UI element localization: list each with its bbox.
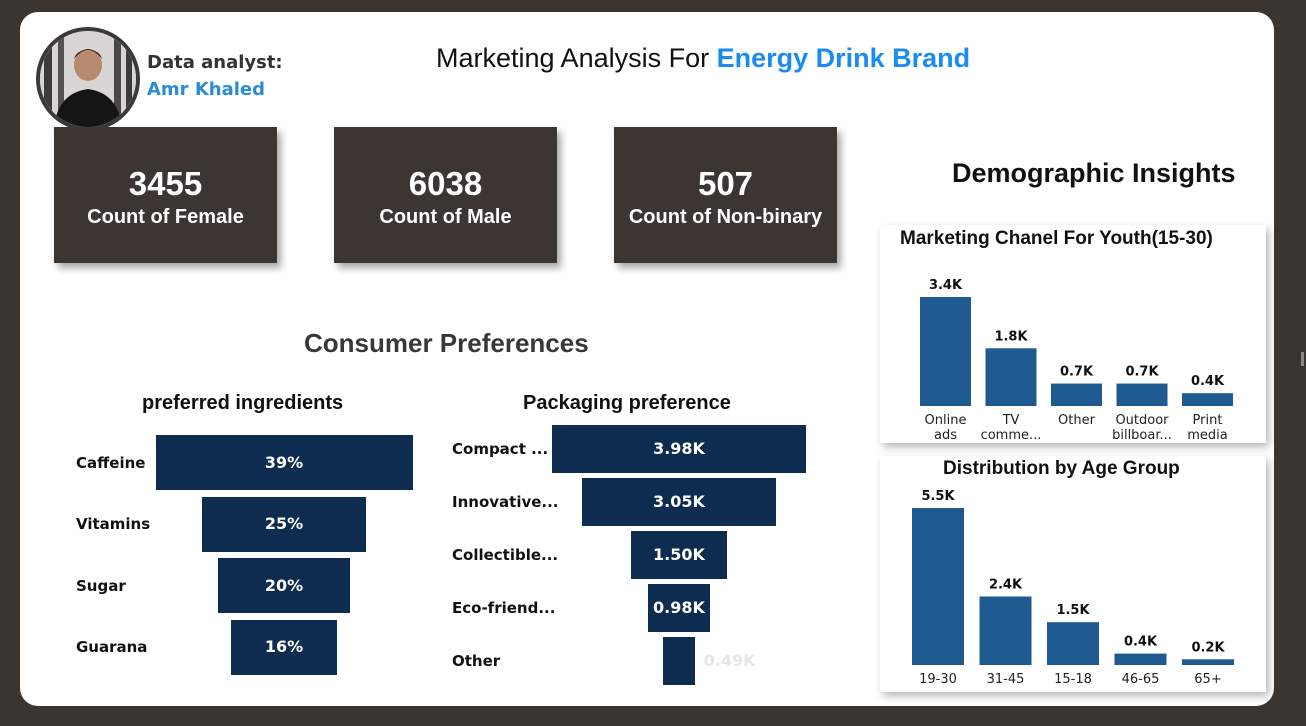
column-category-label: TV bbox=[1002, 413, 1020, 428]
kpi-label: Count of Male bbox=[379, 206, 512, 228]
packaging-chart-title: Packaging preference bbox=[523, 392, 731, 414]
column-category-label: ads bbox=[934, 428, 957, 443]
column-value-label: 0.7K bbox=[1060, 365, 1094, 380]
title-prefix: Marketing Analysis For bbox=[436, 43, 717, 73]
column-bar[interactable] bbox=[1051, 383, 1102, 406]
column-bar[interactable] bbox=[1116, 383, 1168, 406]
funnel-bar[interactable] bbox=[201, 496, 367, 552]
funnel-category-label: Caffeine bbox=[76, 453, 146, 472]
age-group-card: Distribution by Age Group 5.5K 19-30 2.4K 3… bbox=[880, 456, 1266, 692]
column-value-label: 1.8K bbox=[994, 329, 1028, 344]
marketing-channel-card: Marketing Chanel For Youth(15-30) 3.4K On… bbox=[880, 225, 1266, 443]
kpi-card-nonbinary: 507 Count of Non-binary bbox=[614, 127, 837, 263]
column-value-label: 0.4K bbox=[1191, 374, 1225, 389]
funnel-bar[interactable] bbox=[218, 558, 350, 613]
marketing-channel-title: Marketing Chanel For Youth(15-30) bbox=[900, 228, 1213, 249]
demographic-section-title: Demographic Insights bbox=[952, 158, 1236, 188]
column-bar[interactable] bbox=[979, 596, 1032, 665]
column-bar[interactable] bbox=[985, 348, 1037, 406]
column-bar[interactable] bbox=[1114, 653, 1167, 665]
column-category-label: 15-18 bbox=[1054, 672, 1092, 687]
funnel-category-label: Innovative... bbox=[452, 493, 559, 511]
funnel-bar[interactable] bbox=[647, 584, 711, 632]
ingredients-chart-title: preferred ingredients bbox=[142, 392, 344, 414]
age-group-chart: 5.5K 19-30 2.4K 31-45 1.5K 15-18 0.4K 46-65 0.2K… bbox=[912, 489, 1234, 687]
column-bar[interactable] bbox=[920, 297, 971, 406]
funnel-bar[interactable] bbox=[231, 619, 337, 675]
funnel-value-label: 39% bbox=[264, 452, 304, 472]
column-value-label: 5.5K bbox=[921, 489, 955, 504]
column-bar[interactable] bbox=[912, 508, 964, 665]
column-value-label: 1.5K bbox=[1056, 603, 1090, 618]
kpi-card-female: 3455 Count of Female bbox=[54, 127, 277, 263]
funnel-category-label: Sugar bbox=[76, 576, 126, 595]
funnel-bar[interactable] bbox=[663, 637, 695, 685]
funnel-value-label: 3.05K bbox=[653, 492, 705, 511]
funnel-category-label: Other bbox=[452, 652, 501, 670]
kpi-label: Count of Female bbox=[87, 206, 244, 228]
funnel-value-label: 3.98K bbox=[653, 439, 705, 458]
scroll-handle[interactable] bbox=[1301, 352, 1304, 366]
column-category-label: Outdoor bbox=[1115, 413, 1169, 428]
funnel-category-label: Vitamins bbox=[76, 515, 151, 533]
analyst-avatar bbox=[36, 27, 140, 131]
column-category-label: 31-45 bbox=[987, 672, 1025, 687]
column-category-label: 46-65 bbox=[1122, 672, 1160, 687]
page-title: Marketing Analysis For Energy Drink Bran… bbox=[436, 43, 970, 74]
column-category-label: Online bbox=[925, 413, 967, 428]
funnel-bar[interactable] bbox=[631, 531, 727, 579]
title-accent: Energy Drink Brand bbox=[716, 43, 971, 73]
kpi-value: 3455 bbox=[128, 165, 203, 202]
column-category-label: comme... bbox=[981, 428, 1042, 443]
column-bar[interactable] bbox=[1182, 393, 1233, 406]
column-value-label: 2.4K bbox=[989, 577, 1023, 592]
funnel-category-label: Guarana bbox=[76, 638, 148, 656]
funnel-value-label: 25% bbox=[264, 514, 304, 533]
dashboard-canvas: Data analyst: Amr Khaled Marketing Analy… bbox=[20, 12, 1274, 706]
analyst-name: Amr Khaled bbox=[147, 79, 266, 100]
kpi-label: Count of Non-binary bbox=[628, 206, 823, 228]
funnel-bar[interactable] bbox=[155, 435, 413, 490]
funnel-bar[interactable] bbox=[581, 478, 777, 526]
funnel-category-label: Collectible... bbox=[452, 546, 559, 564]
column-category-label: billboar... bbox=[1112, 428, 1172, 443]
funnel-value-label: 1.50K bbox=[653, 545, 705, 564]
analyst-label: Data analyst: bbox=[147, 52, 283, 73]
column-category-label: Other bbox=[1058, 413, 1096, 428]
funnel-value-label: 20% bbox=[264, 575, 304, 595]
column-value-label: 0.2K bbox=[1191, 640, 1225, 655]
column-value-label: 3.4K bbox=[929, 278, 963, 293]
consumer-section-title: Consumer Preferences bbox=[304, 328, 589, 358]
kpi-card-male: 6038 Count of Male bbox=[334, 127, 557, 263]
column-bar[interactable] bbox=[1047, 622, 1099, 665]
column-value-label: 0.4K bbox=[1124, 635, 1158, 650]
funnel-category-label: Eco-friend... bbox=[452, 599, 556, 617]
funnel-bar[interactable] bbox=[552, 425, 806, 473]
funnel-value-label: 0.49K bbox=[703, 651, 756, 670]
funnel-value-label: 0.98K bbox=[653, 598, 705, 617]
column-bar[interactable] bbox=[1182, 659, 1234, 665]
column-category-label: 19-30 bbox=[919, 672, 957, 687]
column-category-label: media bbox=[1187, 428, 1228, 443]
column-category-label: Print bbox=[1193, 413, 1223, 428]
funnel-value-label: 16% bbox=[264, 637, 304, 656]
column-category-label: 65+ bbox=[1194, 672, 1221, 687]
kpi-value: 507 bbox=[697, 165, 754, 202]
kpi-value: 6038 bbox=[408, 165, 483, 202]
column-value-label: 0.7K bbox=[1125, 365, 1159, 380]
age-group-title: Distribution by Age Group bbox=[943, 458, 1180, 479]
funnel-category-label: Compact ... bbox=[452, 440, 549, 458]
